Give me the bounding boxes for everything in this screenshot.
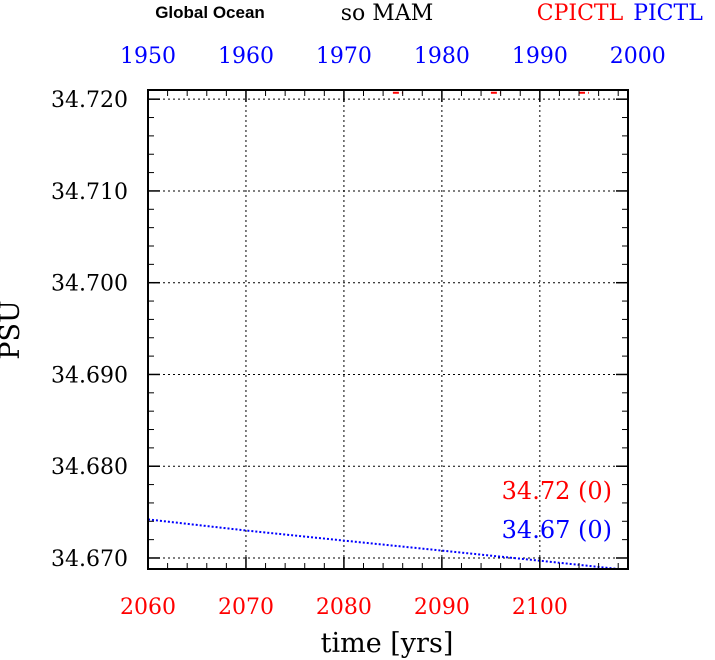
x-axis-title: time [yrs] xyxy=(321,628,454,659)
x-top-tick-label: 1960 xyxy=(218,44,274,69)
annotation-exp2-mean: 34.67 (0) xyxy=(502,516,612,544)
exp1-label: CPICTL xyxy=(537,1,624,26)
x-top-tick-label: 1990 xyxy=(512,44,568,69)
ticks xyxy=(147,90,628,569)
x-bottom-tick-label: 2060 xyxy=(120,595,176,620)
x-top-tick-label: 1980 xyxy=(414,44,470,69)
x-bottom-tick-label: 2100 xyxy=(512,595,568,620)
grid xyxy=(147,90,628,569)
x-top-tick-label: 1950 xyxy=(120,44,176,69)
tick-labels: 2060 2070 2080 2090 2100 1950 1960 1970 1980 1990… xyxy=(51,44,666,620)
plot-frame xyxy=(147,89,629,570)
annotation-exp1-mean: 34.72 (0) xyxy=(502,477,612,505)
x-bottom-tick-label: 2070 xyxy=(218,595,274,620)
y-tick-label: 34.720 xyxy=(51,88,128,113)
y-tick-label: 34.670 xyxy=(51,547,128,572)
x-top-tick-label: 2000 xyxy=(610,44,666,69)
chart-title: so MAM xyxy=(341,1,433,26)
series-layer xyxy=(147,91,619,570)
y-tick-label: 34.700 xyxy=(51,272,128,297)
x-bottom-tick-label: 2080 xyxy=(316,595,372,620)
y-tick-label: 34.710 xyxy=(51,180,128,205)
y-tick-label: 34.690 xyxy=(51,363,128,388)
region-label: Global Ocean xyxy=(155,3,265,22)
x-bottom-tick-label: 2090 xyxy=(414,595,470,620)
exp2-label: PICTL xyxy=(633,1,703,26)
y-tick-label: 34.680 xyxy=(51,455,128,480)
x-top-tick-label: 1970 xyxy=(316,44,372,69)
y-axis-title: PSU xyxy=(0,300,26,359)
